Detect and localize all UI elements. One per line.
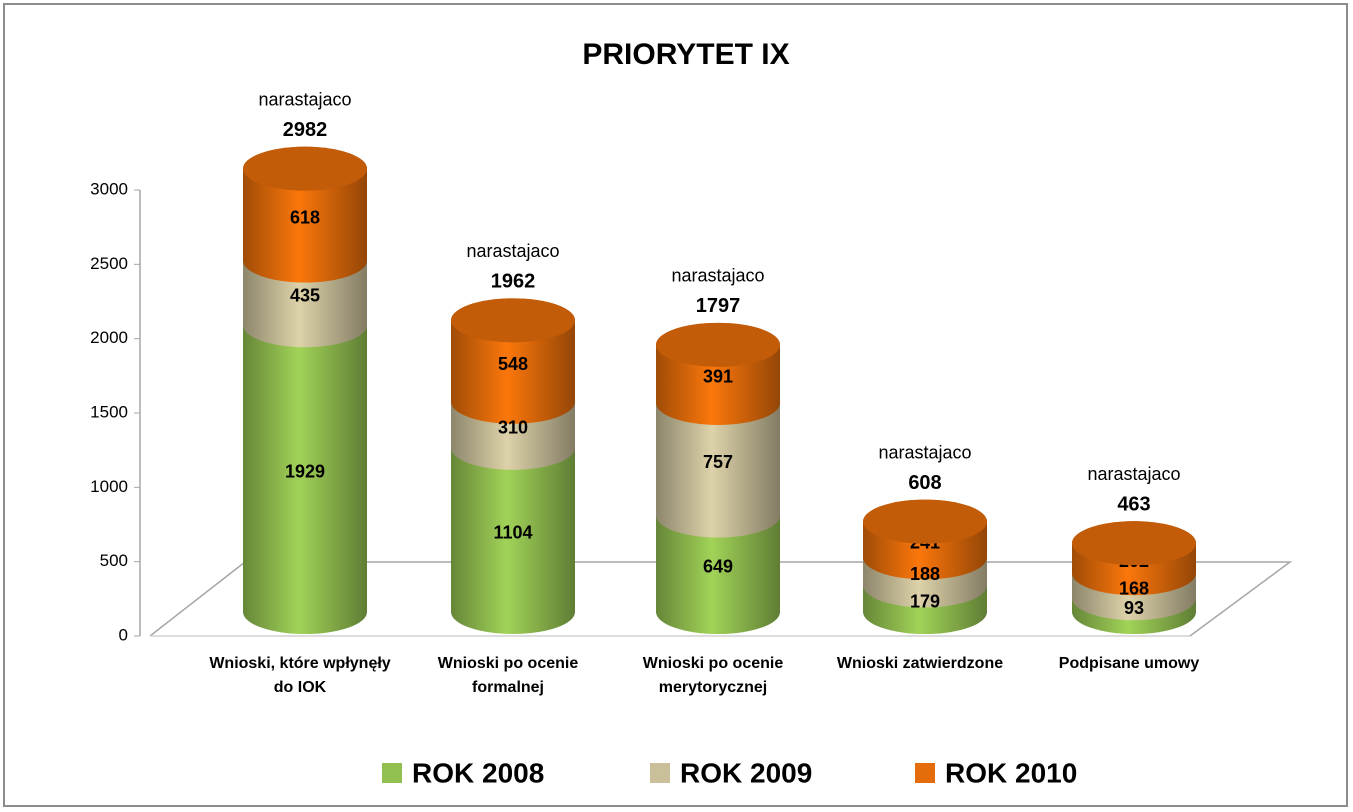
data-label: 310: [498, 418, 528, 438]
bar-segment: [451, 425, 575, 634]
y-tick-label: 2500: [90, 254, 128, 273]
bar-cap: [243, 146, 367, 191]
data-label: 179: [910, 591, 940, 611]
legend-swatch: [650, 763, 670, 783]
legend-label: ROK 2010: [945, 757, 1077, 788]
total-value: 608: [908, 472, 941, 494]
x-tick-label: Wnioski po ocenie merytorycznej: [642, 655, 784, 696]
data-label: 391: [703, 367, 733, 387]
y-tick-label: 2000: [90, 328, 128, 347]
bar-cap: [451, 298, 575, 343]
total-caption: narastajaco: [878, 442, 971, 462]
x-tick-label: Wnioski, które wpłynęły do IOK: [209, 655, 391, 696]
data-label: 93: [1124, 598, 1144, 618]
x-tick-label: Wnioski zatwierdzone: [836, 655, 1004, 672]
data-label: 548: [498, 354, 528, 374]
data-label: 618: [290, 207, 320, 227]
total-caption: narastajaco: [1087, 464, 1180, 484]
data-label: 757: [703, 452, 733, 472]
x-tick-label: Wnioski po ocenie formalnej: [437, 655, 579, 696]
total-value: 2982: [283, 119, 328, 141]
data-label: 188: [910, 564, 940, 584]
legend-label: ROK 2008: [412, 757, 544, 788]
y-tick-label: 1000: [90, 477, 128, 496]
y-tick-label: 0: [119, 625, 128, 644]
data-label: 1929: [285, 461, 325, 481]
bar-segment: [243, 303, 367, 634]
x-tick-label: Podpisane umowy: [1058, 655, 1200, 672]
total-value: 1797: [696, 295, 741, 317]
y-tick-label: 3000: [90, 179, 128, 198]
total-caption: narastajaco: [258, 89, 351, 109]
legend-swatch: [382, 763, 402, 783]
total-caption: narastajaco: [671, 266, 764, 286]
legend-swatch: [915, 763, 935, 783]
bar-cap: [656, 322, 780, 367]
data-label: 168: [1119, 578, 1149, 598]
data-label: 435: [290, 286, 320, 306]
total-value: 1962: [491, 271, 536, 293]
legend-label: ROK 2009: [680, 757, 812, 788]
y-tick-label: 1500: [90, 402, 128, 421]
total-caption: narastajaco: [466, 241, 559, 261]
chart-title: PRIORYTET IX: [582, 38, 789, 71]
data-label: 649: [703, 557, 733, 577]
total-value: 463: [1117, 493, 1150, 515]
bar-cap: [863, 499, 987, 544]
data-label: 1104: [493, 523, 532, 543]
y-tick-label: 500: [100, 551, 128, 570]
bar-cap: [1072, 521, 1196, 566]
